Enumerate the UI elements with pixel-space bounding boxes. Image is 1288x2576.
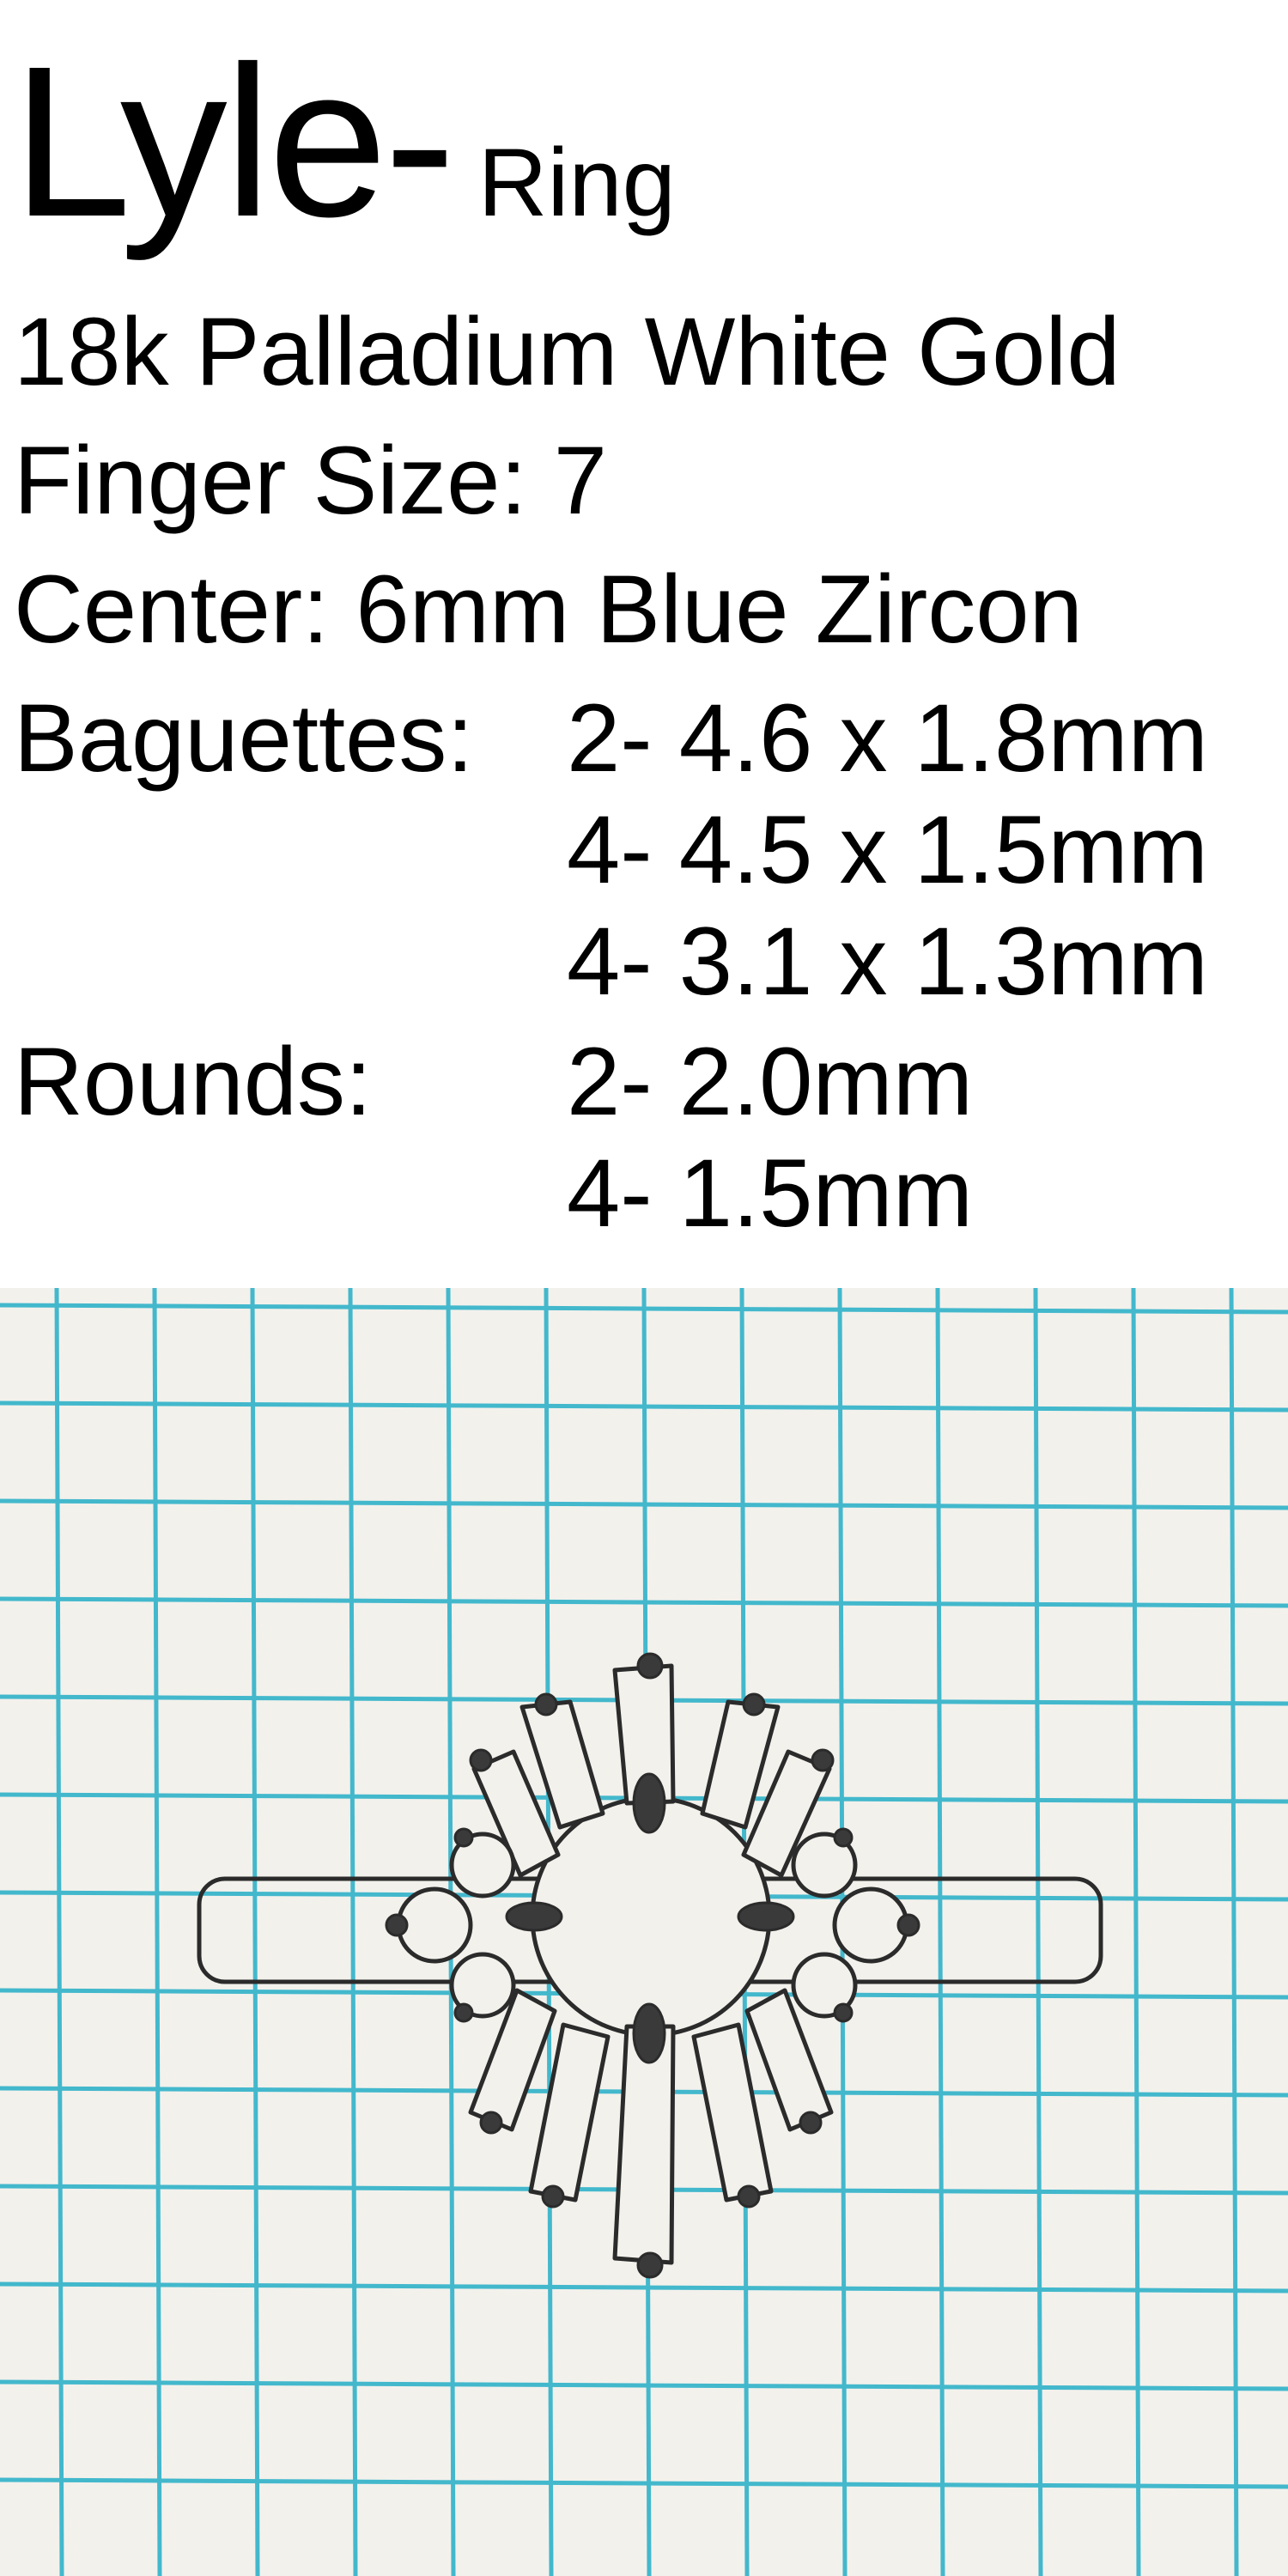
- metal-spec: 18k Palladium White Gold: [14, 298, 1121, 405]
- round-stone: [449, 1832, 516, 1899]
- prong: [479, 2111, 503, 2135]
- ring-drawing: [197, 1652, 1103, 2279]
- center-stone-spec: Center: 6mm Blue Zircon: [14, 556, 1083, 663]
- prong: [636, 2251, 664, 2279]
- finger-size-spec: Finger Size: 7: [14, 427, 607, 534]
- prong: [453, 1827, 474, 1848]
- baguette-spec: 2- 4.6 x 1.8mm: [567, 684, 1208, 792]
- prong: [737, 1901, 795, 1932]
- grid-line-vertical: [935, 1288, 945, 2576]
- round-stone: [396, 1886, 473, 1964]
- prong: [541, 2184, 565, 2208]
- prong: [896, 1913, 920, 1937]
- prong: [811, 1748, 835, 1772]
- grid-line-horizontal: [0, 1400, 1288, 1413]
- top-baguettes: [471, 1663, 832, 1878]
- prong: [737, 2184, 761, 2208]
- grid-line-horizontal: [0, 2379, 1288, 2391]
- center-stone: [530, 1795, 772, 2038]
- prong: [505, 1901, 563, 1932]
- grid-line-horizontal: [0, 1303, 1288, 1315]
- grid-line-horizontal: [0, 2477, 1288, 2489]
- prong: [636, 1652, 664, 1680]
- baguette-spec: 4- 4.5 x 1.5mm: [567, 796, 1208, 903]
- bottom-baguettes: [468, 1988, 834, 2265]
- round-spec: 4- 1.5mm: [567, 1139, 973, 1247]
- prong: [453, 2002, 474, 2023]
- prong: [469, 1748, 493, 1772]
- baguette-spec: 4- 3.1 x 1.3mm: [567, 908, 1208, 1015]
- prong: [385, 1913, 409, 1937]
- spec-sheet: Lyle- Ring 18k Palladium White Gold Finge…: [12, 33, 1208, 1247]
- side-rounds: [396, 1832, 909, 2019]
- grid-line-vertical: [1131, 1288, 1141, 2576]
- prong: [632, 2002, 666, 2064]
- prong: [833, 1827, 854, 1848]
- prong: [742, 1692, 766, 1716]
- baguette: [471, 1749, 561, 1878]
- title-row: Lyle- Ring: [12, 34, 676, 249]
- grid-line-horizontal: [0, 2281, 1288, 2293]
- ring-sketch-drawing: [0, 1288, 1288, 2576]
- round-spec: 2- 2.0mm: [567, 1028, 973, 1135]
- grid-line-horizontal: [0, 1596, 1288, 1608]
- prong: [799, 2111, 823, 2135]
- rounds-label: Rounds:: [14, 1028, 373, 1135]
- round-stone: [791, 1952, 858, 2019]
- item-type: Ring: [477, 129, 676, 236]
- design-name: Lyle-: [12, 21, 456, 261]
- round-stone: [449, 1952, 516, 2019]
- graph-paper-sketch: [0, 1288, 1288, 2576]
- prong: [632, 1772, 666, 1834]
- prong: [534, 1692, 558, 1716]
- grid-line-horizontal: [0, 1498, 1288, 1510]
- baguettes-label: Baguettes:: [14, 684, 474, 792]
- round-stone: [832, 1886, 909, 1964]
- grid-line-vertical: [1033, 1288, 1043, 2576]
- prong: [833, 2002, 854, 2023]
- grid-line-vertical: [1229, 1288, 1239, 2576]
- prongs: [385, 1652, 920, 2279]
- round-stone: [791, 1832, 858, 1899]
